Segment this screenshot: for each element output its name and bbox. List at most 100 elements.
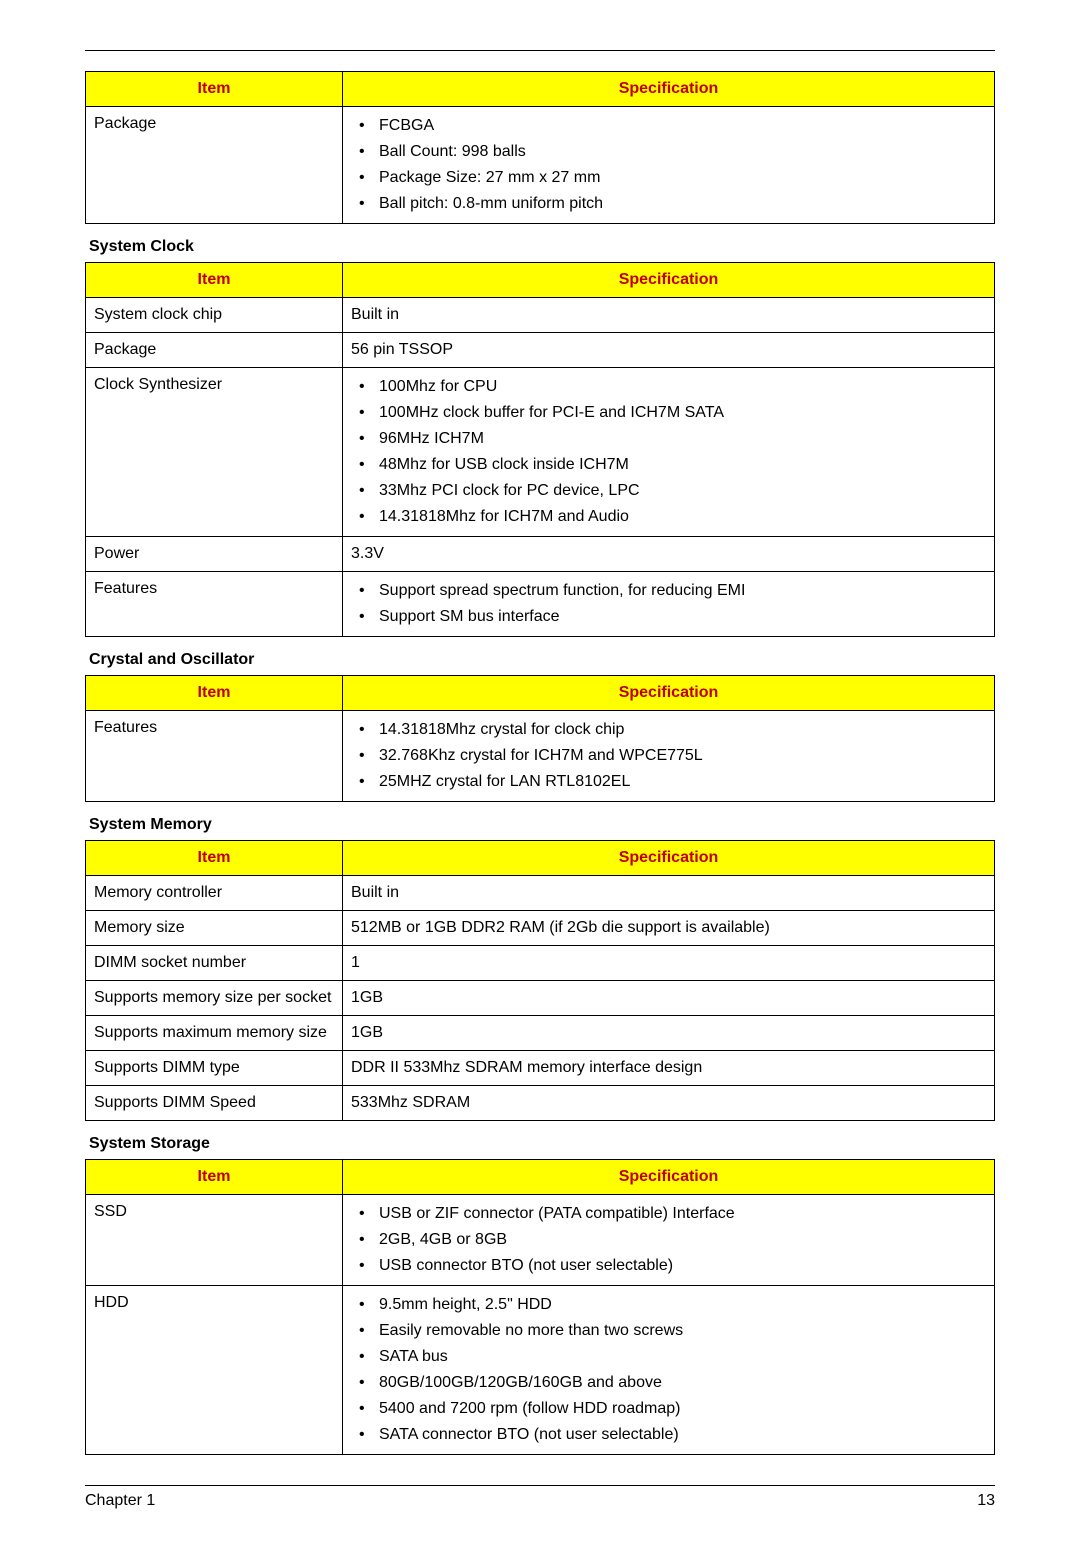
spec-table: ItemSpecificationSSD USB or ZIF connector… (85, 1159, 995, 1455)
spec-table: ItemSpecificationPackageFCBGABall Count:… (85, 71, 995, 224)
table-row: SSD USB or ZIF connector (PATA compatible… (86, 1195, 995, 1286)
list-item: 2GB, 4GB or 8GB (379, 1228, 986, 1252)
list-item: SATA bus (379, 1345, 986, 1369)
header-spec: Specification (343, 676, 995, 711)
cell-spec: 3.3V (343, 537, 995, 572)
cell-item: Package (86, 333, 343, 368)
cell-item: System clock chip (86, 298, 343, 333)
list-item: Ball Count: 998 balls (379, 140, 986, 164)
header-item: Item (86, 1160, 343, 1195)
list-item: 32.768Khz crystal for ICH7M and WPCE775L (379, 744, 986, 768)
section-title: System Memory (89, 816, 995, 834)
spec-list: 9.5mm height, 2.5" HDDEasily removable n… (351, 1293, 986, 1447)
table-row: HDD9.5mm height, 2.5" HDDEasily removabl… (86, 1286, 995, 1455)
spec-list: 100Mhz for CPU100MHz clock buffer for PC… (351, 375, 986, 529)
rule-bottom (85, 1485, 995, 1486)
footer-page-number: 13 (977, 1492, 995, 1510)
cell-item: Supports DIMM type (86, 1051, 343, 1086)
list-item: 25MHZ crystal for LAN RTL8102EL (379, 770, 986, 794)
spec-list: FCBGABall Count: 998 ballsPackage Size: … (351, 114, 986, 216)
cell-item: Power (86, 537, 343, 572)
cell-item: Clock Synthesizer (86, 368, 343, 537)
table-row: System clock chipBuilt in (86, 298, 995, 333)
spec-list: USB or ZIF connector (PATA compatible) I… (351, 1202, 986, 1278)
table-row: Memory size512MB or 1GB DDR2 RAM (if 2Gb… (86, 911, 995, 946)
rule-top (85, 50, 995, 51)
cell-spec: 9.5mm height, 2.5" HDDEasily removable n… (343, 1286, 995, 1455)
cell-spec: 1GB (343, 981, 995, 1016)
list-item: SATA connector BTO (not user selectable) (379, 1423, 986, 1447)
list-item: 14.31818Mhz for ICH7M and Audio (379, 505, 986, 529)
list-item: Easily removable no more than two screws (379, 1319, 986, 1343)
cell-spec: Support spread spectrum function, for re… (343, 572, 995, 637)
header-spec: Specification (343, 263, 995, 298)
cell-item: Memory size (86, 911, 343, 946)
page-footer: Chapter 1 13 (85, 1492, 995, 1510)
list-item: Support SM bus interface (379, 605, 986, 629)
cell-item: Supports DIMM Speed (86, 1086, 343, 1121)
cell-spec: Built in (343, 298, 995, 333)
list-item: 48Mhz for USB clock inside ICH7M (379, 453, 986, 477)
cell-item: Supports maximum memory size (86, 1016, 343, 1051)
list-item: 100Mhz for CPU (379, 375, 986, 399)
list-item: USB connector BTO (not user selectable) (379, 1254, 986, 1278)
cell-spec: 100Mhz for CPU100MHz clock buffer for PC… (343, 368, 995, 537)
header-item: Item (86, 72, 343, 107)
list-item: Ball pitch: 0.8-mm uniform pitch (379, 192, 986, 216)
cell-item: HDD (86, 1286, 343, 1455)
cell-spec: 14.31818Mhz crystal for clock chip32.768… (343, 711, 995, 802)
cell-spec: 512MB or 1GB DDR2 RAM (if 2Gb die suppor… (343, 911, 995, 946)
tables-container: ItemSpecificationPackageFCBGABall Count:… (85, 71, 995, 1455)
cell-spec: FCBGABall Count: 998 ballsPackage Size: … (343, 107, 995, 224)
cell-spec: 533Mhz SDRAM (343, 1086, 995, 1121)
spec-table: ItemSpecificationSystem clock chipBuilt … (85, 262, 995, 637)
list-item: 14.31818Mhz crystal for clock chip (379, 718, 986, 742)
header-spec: Specification (343, 1160, 995, 1195)
table-row: Clock Synthesizer100Mhz for CPU100MHz cl… (86, 368, 995, 537)
page-content: ItemSpecificationPackageFCBGABall Count:… (0, 50, 1080, 1486)
cell-item: Memory controller (86, 876, 343, 911)
section-title: Crystal and Oscillator (89, 651, 995, 669)
table-row: Supports maximum memory size1GB (86, 1016, 995, 1051)
table-row: Package56 pin TSSOP (86, 333, 995, 368)
cell-spec: 1GB (343, 1016, 995, 1051)
list-item: Support spread spectrum function, for re… (379, 579, 986, 603)
list-item: 9.5mm height, 2.5" HDD (379, 1293, 986, 1317)
table-row: DIMM socket number1 (86, 946, 995, 981)
list-item: 33Mhz PCI clock for PC device, LPC (379, 479, 986, 503)
list-item: 80GB/100GB/120GB/160GB and above (379, 1371, 986, 1395)
table-row: Features14.31818Mhz crystal for clock ch… (86, 711, 995, 802)
list-item: USB or ZIF connector (PATA compatible) I… (379, 1202, 986, 1226)
table-row: Power3.3V (86, 537, 995, 572)
table-row: Supports DIMM Speed533Mhz SDRAM (86, 1086, 995, 1121)
header-spec: Specification (343, 841, 995, 876)
table-row: PackageFCBGABall Count: 998 ballsPackage… (86, 107, 995, 224)
cell-spec: 56 pin TSSOP (343, 333, 995, 368)
cell-spec: 1 (343, 946, 995, 981)
cell-item: SSD (86, 1195, 343, 1286)
header-item: Item (86, 841, 343, 876)
table-row: Supports memory size per socket1GB (86, 981, 995, 1016)
footer-chapter: Chapter 1 (85, 1492, 155, 1510)
spec-table: ItemSpecificationMemory controllerBuilt … (85, 840, 995, 1121)
table-row: FeaturesSupport spread spectrum function… (86, 572, 995, 637)
cell-item: Supports memory size per socket (86, 981, 343, 1016)
cell-item: DIMM socket number (86, 946, 343, 981)
table-row: Memory controllerBuilt in (86, 876, 995, 911)
header-spec: Specification (343, 72, 995, 107)
spec-list: 14.31818Mhz crystal for clock chip32.768… (351, 718, 986, 794)
list-item: 100MHz clock buffer for PCI-E and ICH7M … (379, 401, 986, 425)
list-item: Package Size: 27 mm x 27 mm (379, 166, 986, 190)
cell-spec: DDR II 533Mhz SDRAM memory interface des… (343, 1051, 995, 1086)
table-row: Supports DIMM typeDDR II 533Mhz SDRAM me… (86, 1051, 995, 1086)
cell-spec: Built in (343, 876, 995, 911)
list-item: 5400 and 7200 rpm (follow HDD roadmap) (379, 1397, 986, 1421)
spec-list: Support spread spectrum function, for re… (351, 579, 986, 629)
section-title: System Storage (89, 1135, 995, 1153)
list-item: FCBGA (379, 114, 986, 138)
header-item: Item (86, 263, 343, 298)
cell-item: Features (86, 711, 343, 802)
spec-table: ItemSpecificationFeatures14.31818Mhz cry… (85, 675, 995, 802)
cell-item: Package (86, 107, 343, 224)
header-item: Item (86, 676, 343, 711)
